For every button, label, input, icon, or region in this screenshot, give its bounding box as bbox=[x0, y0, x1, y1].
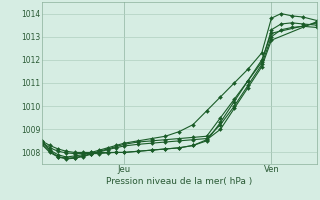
X-axis label: Pression niveau de la mer( hPa ): Pression niveau de la mer( hPa ) bbox=[106, 177, 252, 186]
